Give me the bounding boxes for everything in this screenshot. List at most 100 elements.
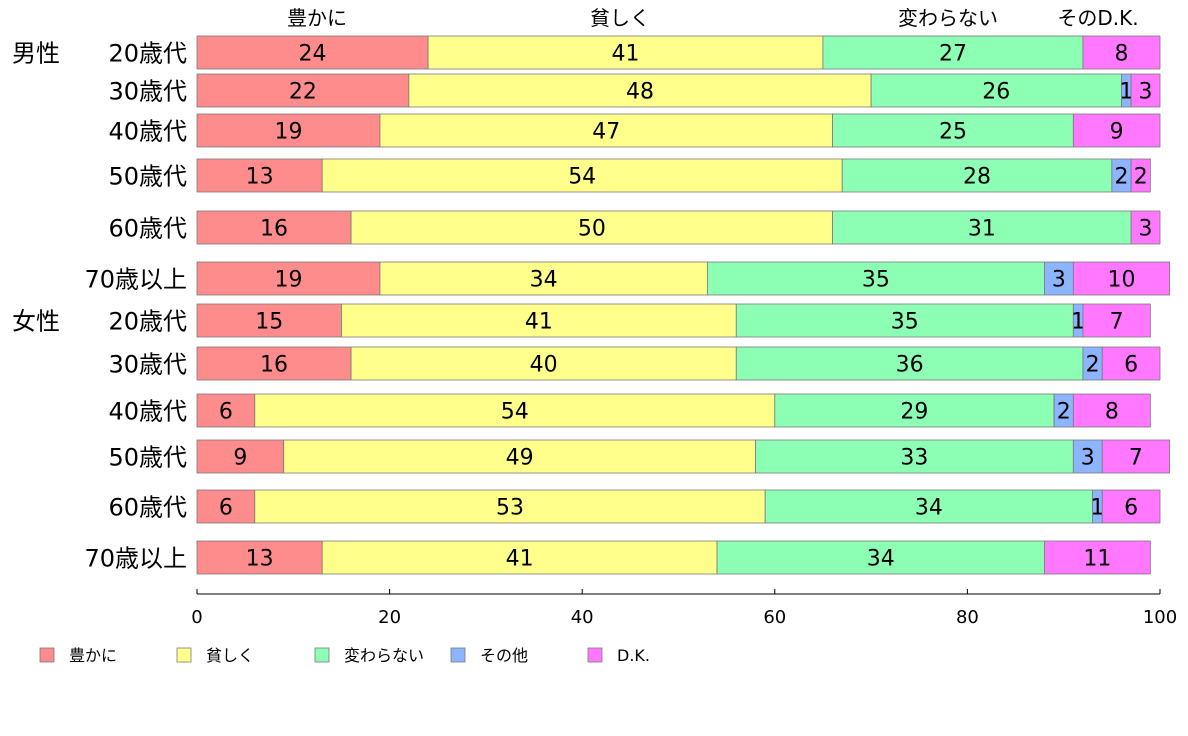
x-tick-label: 20 [378,607,401,628]
data-label: 54 [568,165,596,190]
bar-segment [196,35,429,70]
bar-segment [1072,261,1171,296]
bar-segment [1044,261,1074,296]
data-label: 1 [1090,496,1104,521]
bar-segment [755,439,1074,474]
bar-segment [196,489,256,524]
header-label: 豊かに [287,6,347,30]
legend-label: その他 [480,646,528,665]
data-label: 11 [1083,547,1111,572]
legend-swatch [587,647,603,663]
x-tick-label: 0 [191,607,202,628]
bar-segment [196,261,381,296]
data-label: 6 [1124,496,1138,521]
data-label: 3 [1139,80,1153,105]
header-label: 貧しく [590,6,650,30]
data-label: 2 [1057,400,1071,425]
data-label: 50 [578,217,606,242]
data-label: 8 [1114,42,1128,67]
category-label: 70歳以上 [84,266,187,294]
data-label: 1 [1071,310,1085,335]
data-label: 35 [862,268,890,293]
category-label: 60歳代 [108,215,187,243]
x-tick-label: 80 [956,607,979,628]
data-label: 10 [1107,268,1135,293]
data-label: 40 [530,353,558,378]
bar-segment [1044,540,1151,575]
data-label: 34 [867,547,895,572]
header-label: そのD.K. [1057,6,1138,30]
data-label: 41 [612,42,640,67]
bar-segment [341,303,737,338]
category-label: 40歳代 [108,118,187,146]
x-tick-label: 60 [763,607,786,628]
bar-segment [1072,393,1151,428]
category-label: 50歳代 [108,444,187,472]
category-label: 20歳代 [108,40,187,68]
legend-label: D.K. [617,646,650,665]
category-label: 70歳以上 [84,545,187,573]
data-label: 22 [289,80,317,105]
bar-segment [1130,158,1151,193]
data-label: 6 [219,400,233,425]
bar-segment [832,113,1074,148]
bar-segment [196,393,256,428]
data-label: 2 [1114,165,1128,190]
data-label: 15 [255,310,283,335]
bar-segment [1130,73,1161,108]
data-label: 7 [1129,446,1143,471]
data-label: 19 [274,268,302,293]
bar-segment [408,73,872,108]
bar-segment [735,303,1074,338]
category-label: 20歳代 [108,308,187,336]
bar-segment [716,540,1045,575]
data-label: 29 [900,400,928,425]
data-label: 9 [233,446,247,471]
legend-swatch [39,647,55,663]
bar-segment [1082,35,1161,70]
data-label: 27 [939,42,967,67]
bar-segment [764,489,1093,524]
bar-segment [427,35,824,70]
data-label: 47 [592,120,620,145]
data-label: 35 [891,310,919,335]
bar-segment [822,35,1084,70]
bar-segment [196,113,381,148]
data-label: 6 [1124,353,1138,378]
bar-segment [1101,346,1161,381]
bar-segment [1101,489,1161,524]
data-label: 19 [274,120,302,145]
bar-segment [321,540,718,575]
data-label: 28 [963,165,991,190]
bar-segment [774,393,1055,428]
data-label: 48 [626,80,654,105]
data-label: 31 [968,217,996,242]
legend-swatch [314,647,330,663]
bar-segment [350,346,737,381]
bar-segment [1130,210,1161,245]
data-label: 9 [1110,120,1124,145]
bar-segment [1072,439,1103,474]
legend-label: 貧しく [206,646,254,665]
group-label: 男性 [12,40,60,68]
legend-swatch [176,647,192,663]
bar-segment [196,158,323,193]
data-label: 13 [246,547,274,572]
bar-segment [196,210,352,245]
data-label: 26 [982,80,1010,105]
data-label: 6 [219,496,233,521]
data-label: 3 [1052,268,1066,293]
data-label: 13 [246,165,274,190]
bar-segment [196,303,342,338]
bar-segment [841,158,1113,193]
group-label: 女性 [12,308,60,336]
category-label: 50歳代 [108,163,187,191]
category-label: 40歳代 [108,398,187,426]
bar-segment [196,439,285,474]
data-label: 16 [260,353,288,378]
data-label: 34 [915,496,943,521]
bar-segment [1072,113,1161,148]
data-label: 49 [506,446,534,471]
data-label: 53 [496,496,524,521]
bar-segment [379,261,708,296]
